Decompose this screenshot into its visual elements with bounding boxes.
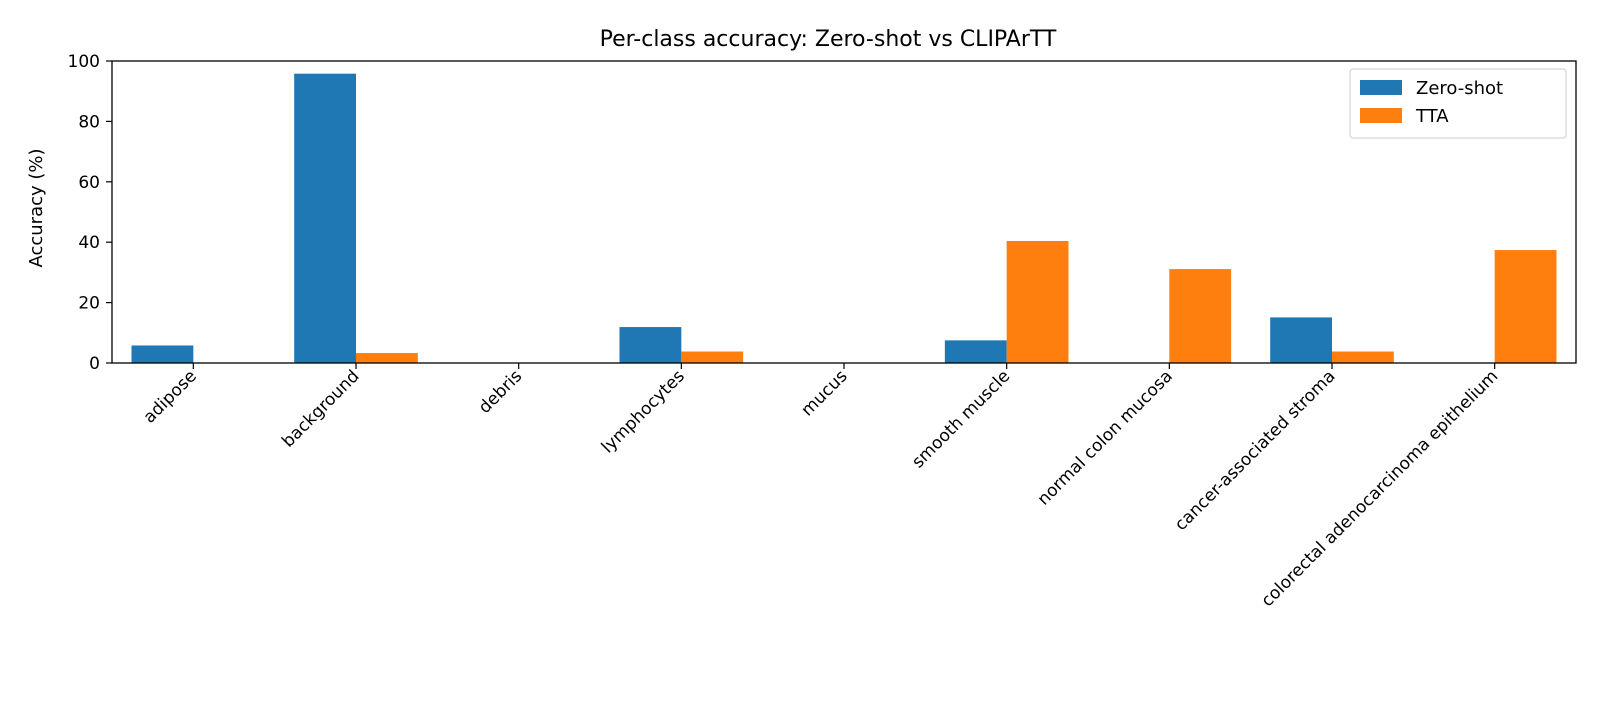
y-tick-label: 20 [78, 294, 100, 314]
y-tick-label: 60 [78, 173, 100, 193]
legend-swatch [1360, 108, 1402, 123]
y-axis-label: Accuracy (%) [26, 148, 47, 267]
bar-zero-shot-5 [944, 340, 1007, 363]
y-tick-label: 80 [78, 112, 100, 132]
plot-area [111, 60, 1577, 364]
bar-tta-6 [1169, 269, 1232, 363]
y-tick-label: 40 [78, 233, 100, 253]
bars-group [131, 73, 1557, 364]
bar-tta-8 [1494, 250, 1557, 363]
legend-box [1349, 68, 1567, 139]
legend-label: Zero-shot [1416, 78, 1503, 99]
chart-title: Per-class accuracy: Zero-shot vs CLIPArT… [600, 27, 1057, 52]
bar-zero-shot-1 [294, 73, 356, 364]
bar-zero-shot-0 [131, 345, 194, 363]
bar-tta-7 [1332, 351, 1394, 363]
y-tick-label: 100 [68, 52, 100, 72]
bar-tta-1 [356, 353, 418, 363]
bar-zero-shot-3 [619, 327, 682, 363]
bar-zero-shot-7 [1270, 317, 1332, 363]
legend-label: TTA [1415, 106, 1449, 127]
bar-tta-5 [1006, 240, 1069, 363]
bar-tta-3 [681, 351, 744, 363]
y-tick-label: 0 [89, 354, 100, 374]
legend: Zero-shot TTA [1349, 68, 1567, 139]
legend-swatch [1360, 80, 1402, 95]
y-axis-ticks: 0 20 40 60 80 100 [68, 52, 112, 374]
